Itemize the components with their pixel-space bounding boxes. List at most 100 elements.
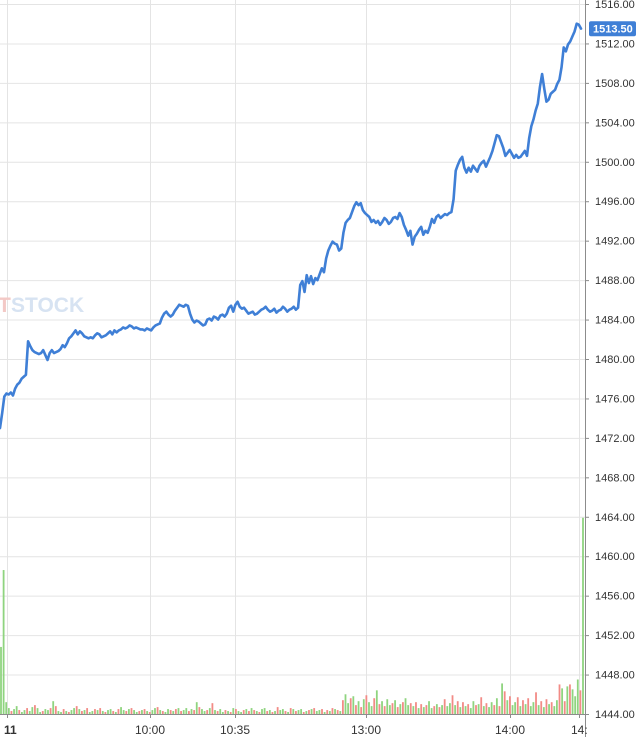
volume-bar: [422, 707, 425, 714]
volume-bar: [245, 709, 248, 714]
volume-bar: [13, 709, 15, 714]
volume-bar: [511, 705, 514, 714]
volume-bar: [524, 704, 527, 714]
volume-bar: [182, 710, 185, 714]
y-tick-label: 1468.00: [595, 472, 635, 484]
volume-bar: [164, 712, 167, 714]
volume-bar: [5, 702, 8, 714]
volume-bar: [566, 686, 569, 714]
volume-bar: [112, 711, 115, 714]
volume-bar: [467, 704, 470, 714]
volume-bar: [360, 707, 363, 714]
volume-bar: [10, 711, 13, 714]
volume-bar: [271, 712, 274, 714]
x-tick-label: 13:00: [351, 723, 381, 737]
volume-bar: [480, 697, 483, 714]
volume-bar: [407, 705, 410, 714]
volume-bar: [582, 517, 584, 714]
volume-bar: [227, 711, 229, 714]
volume-bar: [308, 710, 310, 714]
volume-bar: [206, 710, 209, 714]
volume-bar: [558, 684, 561, 714]
volume-bar: [127, 709, 130, 714]
volume-bar: [300, 709, 303, 714]
volume-bar: [138, 711, 141, 714]
y-tick-label: 1508.00: [595, 78, 635, 90]
volume-bar: [261, 709, 263, 714]
volume-bar: [109, 709, 112, 714]
x-tick-label: 11: [4, 723, 17, 737]
volume-bar: [341, 700, 344, 714]
watermark-main-text: STOCK: [11, 294, 84, 317]
y-tick-label: 1460.00: [595, 551, 635, 563]
volume-bar: [91, 711, 94, 714]
volume-bar: [101, 711, 104, 714]
volume-bar: [347, 703, 350, 714]
volume-bar: [216, 711, 219, 714]
volume-bar: [221, 712, 224, 714]
price-line: [0, 22, 583, 430]
volume-bar: [229, 712, 232, 714]
last-price-badge: [589, 21, 636, 37]
volume-bar: [579, 690, 582, 714]
y-tick-label: 1484.00: [595, 315, 635, 327]
volume-bar: [284, 711, 287, 714]
volume-bar: [60, 712, 62, 714]
volume-bar: [498, 706, 501, 714]
y-tick-label: 1452.00: [595, 630, 635, 642]
volume-bar: [156, 707, 159, 714]
volume-bar: [537, 705, 540, 714]
volume-bar: [15, 706, 18, 714]
volume-bar: [297, 710, 300, 714]
volume-bar: [250, 708, 253, 714]
volume-bar: [365, 695, 368, 714]
volume-bar: [488, 707, 490, 714]
volume-bar: [78, 709, 81, 714]
volume-bar: [328, 711, 331, 714]
volume-bar: [96, 710, 99, 714]
volume-bar: [47, 710, 49, 714]
volume-bar: [540, 701, 543, 714]
watermark-logo: T STOCK: [0, 294, 84, 317]
volume-bar: [417, 708, 420, 714]
volume-bar: [334, 709, 336, 714]
volume-bar: [375, 690, 378, 714]
volume-bar: [39, 712, 42, 714]
volume-bar: [190, 709, 193, 714]
volume-bar: [516, 697, 519, 714]
volume-bar: [20, 712, 23, 714]
volume-bar: [274, 711, 276, 714]
volume-bar: [574, 696, 577, 714]
y-tick-label: 1488.00: [595, 275, 635, 287]
volume-bar: [31, 707, 34, 714]
volume-bar: [188, 711, 190, 714]
volume-bar: [519, 706, 522, 714]
volume-bar: [130, 708, 133, 714]
volume-bar: [154, 708, 156, 714]
volume-bar: [412, 706, 415, 714]
volume-bar: [125, 711, 128, 714]
y-tick-label: 1444.00: [595, 709, 635, 721]
volume-bar: [313, 708, 316, 714]
volume-bar: [381, 701, 383, 714]
volume-bar: [362, 699, 365, 714]
volume-bar: [198, 707, 201, 714]
volume-bar: [459, 707, 462, 714]
volume-bar: [475, 705, 477, 714]
volume-bar: [211, 703, 214, 714]
volume-bar: [373, 698, 376, 714]
x-tick-label: 10:35: [220, 723, 250, 737]
volume-bar: [355, 705, 357, 714]
y-tick-label: 1504.00: [595, 117, 635, 129]
y-tick-label: 1516.00: [595, 0, 635, 11]
volume-bar: [451, 695, 454, 714]
watermark-accent-text: T: [0, 294, 11, 317]
volume-bar: [73, 708, 75, 714]
volume-bar: [258, 712, 261, 714]
y-tick-label: 1476.00: [595, 393, 635, 405]
y-tick-label: 1492.00: [595, 236, 635, 248]
volume-bar: [36, 708, 39, 714]
volume-bar: [180, 711, 182, 714]
volume-bar: [266, 711, 269, 714]
